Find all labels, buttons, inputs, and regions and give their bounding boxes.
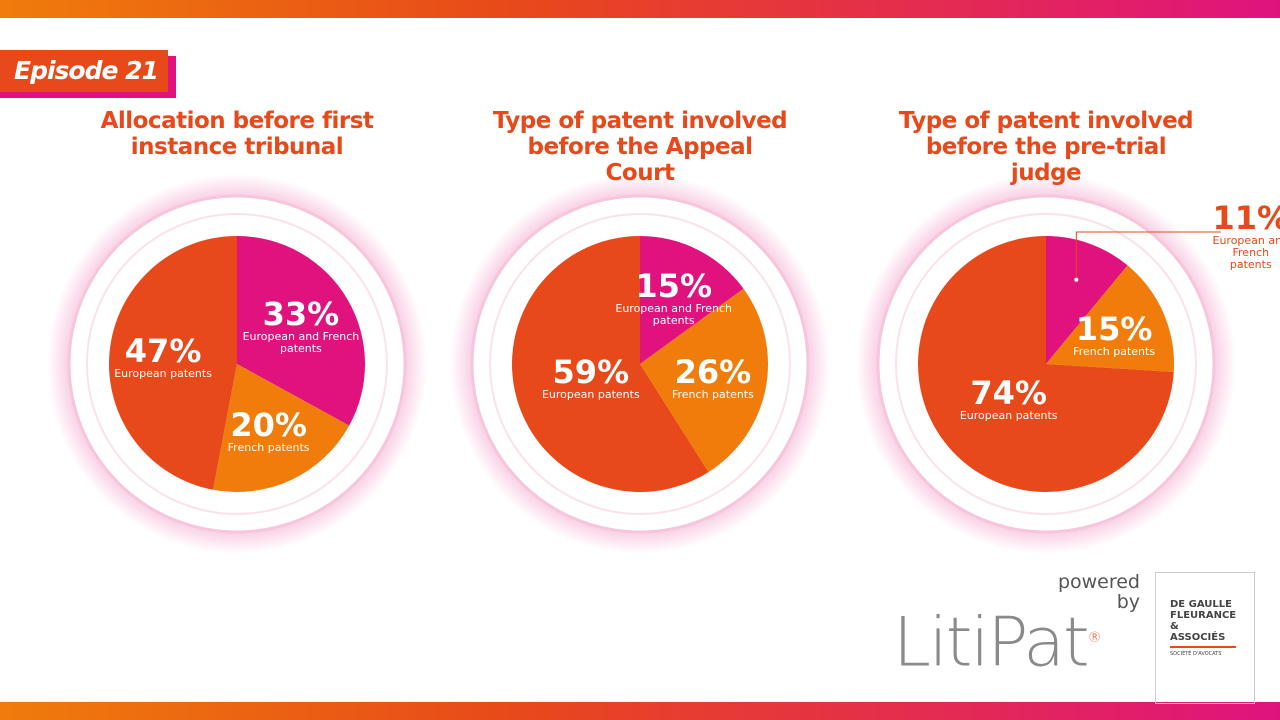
powered: powered xyxy=(1057,571,1140,593)
firm-rule xyxy=(1170,646,1236,648)
value-label: 20% xyxy=(230,406,307,445)
pie-slice xyxy=(237,236,365,426)
pie-slice xyxy=(640,288,768,473)
by: by xyxy=(1116,591,1140,613)
bottom-bar xyxy=(0,702,1280,720)
category-label: French patents xyxy=(227,441,310,455)
slice-label: 15% French patents xyxy=(1054,312,1174,358)
slice-label: 26% French patents xyxy=(653,355,773,401)
top-bar xyxy=(0,0,1280,18)
category-label: European patents xyxy=(114,367,212,380)
chart-title: Type of patent involved before the pre-t… xyxy=(898,108,1194,186)
slice-label: 74% European patents xyxy=(949,376,1069,422)
category-label: French patents xyxy=(1073,344,1156,358)
value-label: 59% xyxy=(552,353,630,392)
slice-label: 11%European and French patents xyxy=(1211,201,1280,271)
pie-slice xyxy=(1046,236,1128,364)
category-label: European and French patents xyxy=(1212,234,1280,271)
category-label: European and French patents xyxy=(615,301,733,327)
pie-slice xyxy=(640,236,744,364)
registered: ® xyxy=(1087,630,1102,646)
category-label: European and French patents xyxy=(242,330,360,356)
category-label: European patents xyxy=(959,409,1058,423)
pie-slice xyxy=(1046,265,1174,373)
pie-slice xyxy=(512,236,709,492)
episode-badge: Episode 21 xyxy=(0,50,168,92)
callout-line xyxy=(1075,231,1221,280)
value-label: 15% xyxy=(635,266,712,305)
product: LitiPat xyxy=(893,603,1090,683)
firm-type: SOCIÉTÉ D'AVOCATS xyxy=(1170,651,1222,657)
firm-box: DE GAULLE FLEURANCE & ASSOCIÉS SOCIÉTÉ D… xyxy=(1155,572,1255,704)
pie-slice xyxy=(109,236,237,490)
pie-slice xyxy=(918,236,1174,492)
value-label: 11% xyxy=(1212,199,1280,237)
powered-by: powered by xyxy=(1020,572,1140,612)
firm-name: DE GAULLE FLEURANCE & ASSOCIÉS xyxy=(1170,599,1237,643)
value-label: 15% xyxy=(1075,309,1153,348)
product-logo: LitiPat® xyxy=(893,600,1102,683)
slice-label: 20% French patents xyxy=(209,408,329,454)
value-label: 33% xyxy=(262,295,340,334)
chart-title: Type of patent involved before the Appea… xyxy=(492,108,788,186)
value-label: 26% xyxy=(674,352,752,391)
slice-label: 47% European patents xyxy=(103,334,223,380)
slice-label: 33% European and French patents xyxy=(241,297,361,355)
slice-label: 15% European and French patents xyxy=(614,269,734,327)
category-label: French patents xyxy=(671,387,754,401)
value-label: 47% xyxy=(124,332,202,370)
slice-label: 59% European patents xyxy=(531,355,651,401)
chart-title: Allocation before first instance tribuna… xyxy=(100,108,374,160)
callout-dot xyxy=(1074,277,1079,282)
pie-slice xyxy=(213,364,350,492)
value-label: 74% xyxy=(970,374,1047,413)
category-label: European patents xyxy=(541,388,640,402)
